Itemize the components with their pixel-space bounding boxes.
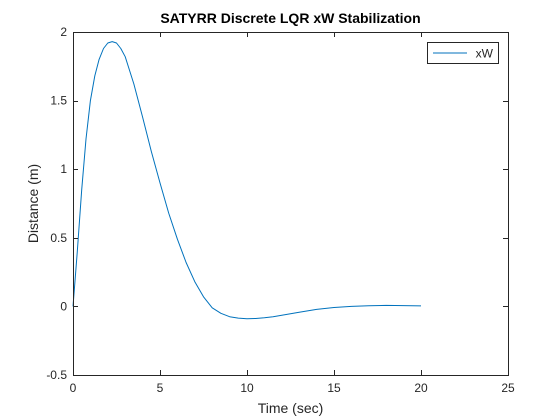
legend-entry-label: xW xyxy=(476,47,494,61)
y-tick-label: 1 xyxy=(60,162,67,176)
series-line-xW xyxy=(72,41,422,320)
x-tick-label: 10 xyxy=(240,381,254,395)
y-tick-label: 2 xyxy=(60,25,67,39)
chart-title: SATYRR Discrete LQR xW Stabilization xyxy=(160,10,420,26)
y-tick-label: -0.5 xyxy=(46,368,67,382)
x-axis-label: Time (sec) xyxy=(258,400,324,416)
x-tick-label: 25 xyxy=(501,381,515,395)
axes-box xyxy=(73,32,509,376)
legend: xW xyxy=(427,42,499,64)
y-tick-label: 0.5 xyxy=(50,231,67,245)
x-tick-label: 5 xyxy=(157,381,164,395)
tick-layer: 0 5 10 15 20 25-0.500.511.52 xyxy=(46,25,515,395)
y-tick-label: 1.5 xyxy=(50,94,67,108)
x-tick-label: 20 xyxy=(414,381,428,395)
x-tick-label: 15 xyxy=(327,381,341,395)
y-tick-label: 0 xyxy=(60,299,67,313)
y-axis-label: Distance (m) xyxy=(25,164,41,243)
x-tick-label: 0 xyxy=(70,381,77,395)
series-layer xyxy=(72,41,422,320)
plot-area xyxy=(73,32,508,375)
